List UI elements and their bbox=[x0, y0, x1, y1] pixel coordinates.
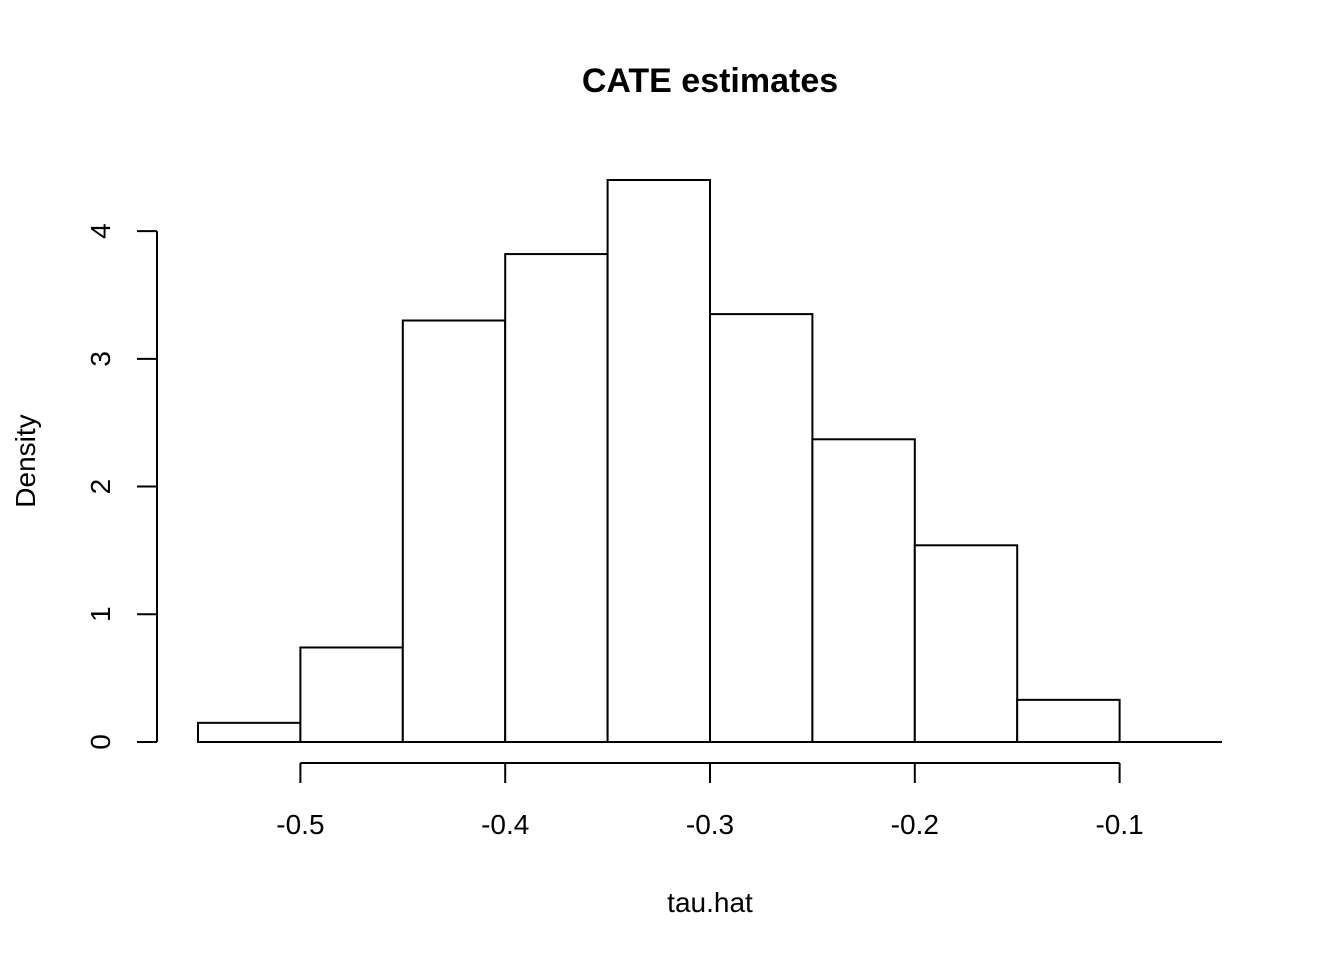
histogram-bar-2 bbox=[299, 646, 404, 743]
histogram-bar-9 bbox=[1016, 698, 1121, 743]
y-tick-label: 1 bbox=[85, 606, 116, 622]
x-axis: -0.5 -0.4 -0.3 -0.2 -0.1 bbox=[276, 762, 1144, 840]
histogram-bars bbox=[197, 179, 1222, 743]
x-tick-label: -0.2 bbox=[891, 809, 939, 840]
histogram-bar-4 bbox=[504, 253, 609, 743]
y-tick-label: 2 bbox=[85, 479, 116, 495]
y-axis: 0 1 2 3 4 bbox=[85, 223, 158, 750]
x-tick-label: -0.5 bbox=[276, 809, 324, 840]
histogram-bar-1 bbox=[197, 721, 302, 743]
histogram-bar-6 bbox=[709, 313, 814, 743]
x-tick-label: -0.3 bbox=[686, 809, 734, 840]
histogram-bar-7 bbox=[811, 438, 916, 743]
histogram-bar-5 bbox=[606, 179, 711, 743]
histogram-bar-8 bbox=[913, 544, 1019, 743]
x-axis-label: tau.hat bbox=[667, 887, 753, 918]
x-tick-label: -0.4 bbox=[481, 809, 529, 840]
x-tick-label: -0.1 bbox=[1095, 809, 1143, 840]
y-axis-label: Density bbox=[10, 414, 41, 507]
histogram-bar-3 bbox=[401, 319, 507, 743]
y-tick-label: 3 bbox=[85, 351, 116, 367]
y-tick-label: 4 bbox=[85, 223, 116, 239]
chart-title: CATE estimates bbox=[582, 62, 838, 100]
y-tick-label: 0 bbox=[85, 734, 116, 750]
